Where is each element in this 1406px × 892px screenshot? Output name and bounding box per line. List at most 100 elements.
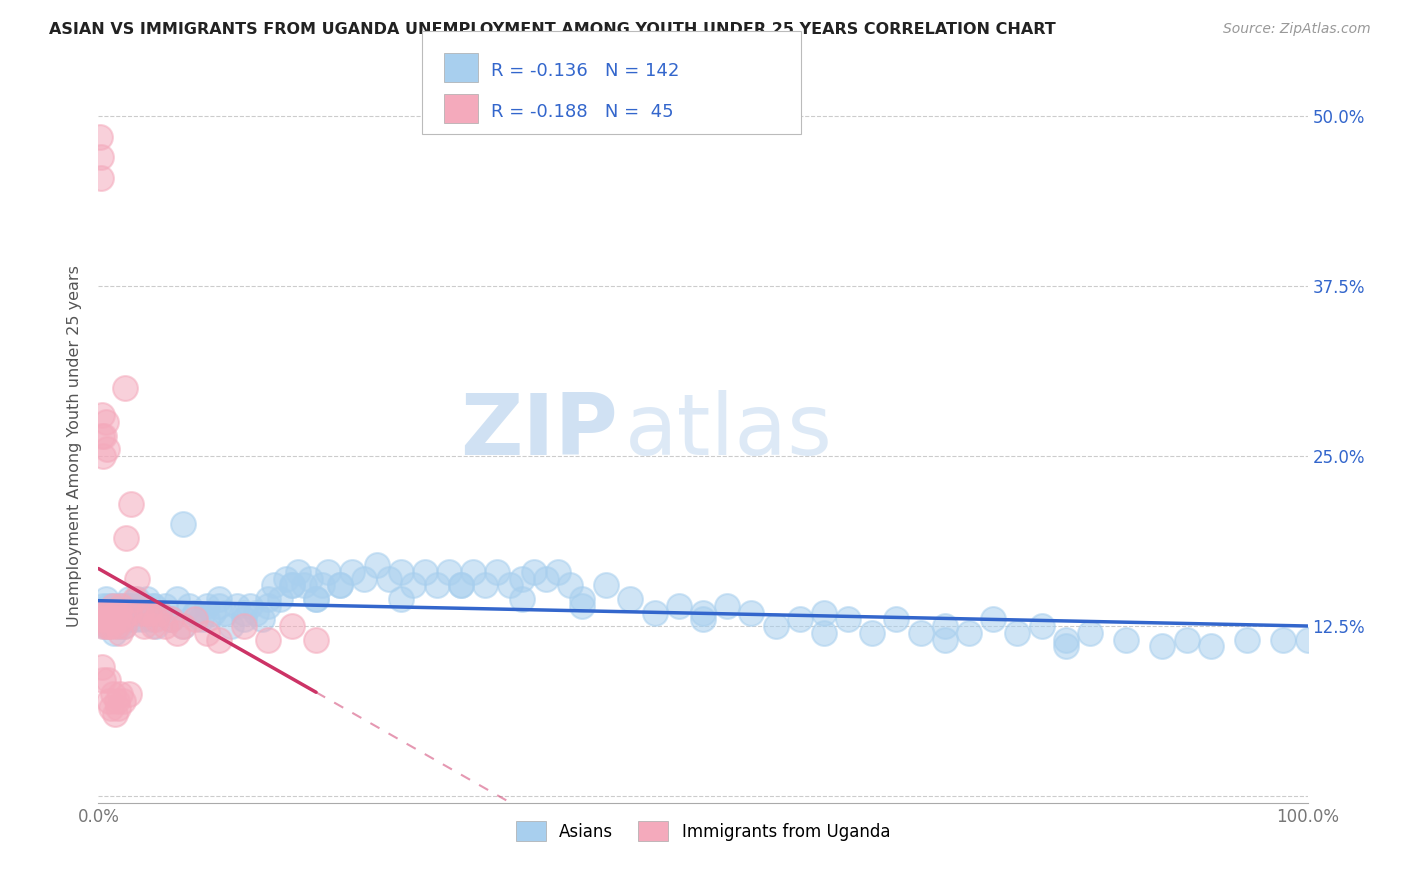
Point <box>128 606 150 620</box>
Point <box>108 606 131 620</box>
Point <box>595 578 617 592</box>
Point <box>129 606 152 620</box>
Point <box>135 591 157 606</box>
Point <box>692 606 714 620</box>
Point <box>329 578 352 592</box>
Point <box>910 626 932 640</box>
Point <box>172 619 194 633</box>
Point <box>112 619 135 633</box>
Point <box>100 599 122 613</box>
Point <box>111 694 134 708</box>
Point <box>299 572 322 586</box>
Point <box>104 606 127 620</box>
Point <box>110 599 132 613</box>
Point <box>100 619 122 633</box>
Point <box>134 599 156 613</box>
Point <box>148 606 170 620</box>
Point <box>668 599 690 613</box>
Point <box>250 612 273 626</box>
Point <box>98 606 121 620</box>
Legend: Asians, Immigrants from Uganda: Asians, Immigrants from Uganda <box>509 814 897 848</box>
Point <box>316 565 339 579</box>
Point <box>281 619 304 633</box>
Point <box>981 612 1004 626</box>
Point <box>107 700 129 714</box>
Point <box>127 591 149 606</box>
Point <box>153 619 176 633</box>
Point <box>510 572 533 586</box>
Point <box>160 612 183 626</box>
Point <box>114 381 136 395</box>
Point <box>239 599 262 613</box>
Point <box>402 578 425 592</box>
Point <box>1199 640 1222 654</box>
Point <box>281 578 304 592</box>
Point <box>100 700 122 714</box>
Point <box>813 606 835 620</box>
Point <box>353 572 375 586</box>
Point <box>134 619 156 633</box>
Point <box>160 612 183 626</box>
Point <box>1175 632 1198 647</box>
Point <box>1296 632 1319 647</box>
Point <box>934 619 956 633</box>
Point <box>91 599 114 613</box>
Point <box>135 606 157 620</box>
Point <box>101 606 124 620</box>
Point <box>166 591 188 606</box>
Point <box>195 612 218 626</box>
Point <box>91 429 114 443</box>
Point <box>111 612 134 626</box>
Point <box>221 619 243 633</box>
Point <box>138 606 160 620</box>
Point <box>619 591 641 606</box>
Point <box>131 612 153 626</box>
Point <box>860 626 883 640</box>
Point <box>91 673 114 688</box>
Point <box>127 572 149 586</box>
Point <box>107 606 129 620</box>
Point <box>90 170 112 185</box>
Point <box>287 565 309 579</box>
Point <box>142 599 165 613</box>
Point <box>195 626 218 640</box>
Point <box>94 415 117 429</box>
Point <box>450 578 472 592</box>
Point <box>118 606 141 620</box>
Point <box>103 626 125 640</box>
Point <box>143 599 166 613</box>
Point <box>184 606 207 620</box>
Point <box>105 619 128 633</box>
Point <box>96 619 118 633</box>
Point <box>305 632 328 647</box>
Point <box>474 578 496 592</box>
Point <box>232 619 254 633</box>
Point <box>1031 619 1053 633</box>
Point <box>97 673 120 688</box>
Point <box>103 612 125 626</box>
Point <box>184 612 207 626</box>
Point <box>117 606 139 620</box>
Point <box>256 599 278 613</box>
Point <box>90 612 112 626</box>
Point <box>226 599 249 613</box>
Point <box>329 578 352 592</box>
Point <box>305 591 328 606</box>
Point <box>135 606 157 620</box>
Point <box>281 578 304 592</box>
Y-axis label: Unemployment Among Youth under 25 years: Unemployment Among Youth under 25 years <box>67 265 83 627</box>
Point <box>129 599 152 613</box>
Point <box>93 612 115 626</box>
Point <box>450 578 472 592</box>
Point <box>96 442 118 457</box>
Point <box>463 565 485 579</box>
Point <box>208 632 231 647</box>
Point <box>1078 626 1101 640</box>
Point <box>145 619 167 633</box>
Point <box>789 612 811 626</box>
Point <box>104 707 127 722</box>
Point <box>120 599 142 613</box>
Point <box>1272 632 1295 647</box>
Point <box>115 599 138 613</box>
Point <box>166 626 188 640</box>
